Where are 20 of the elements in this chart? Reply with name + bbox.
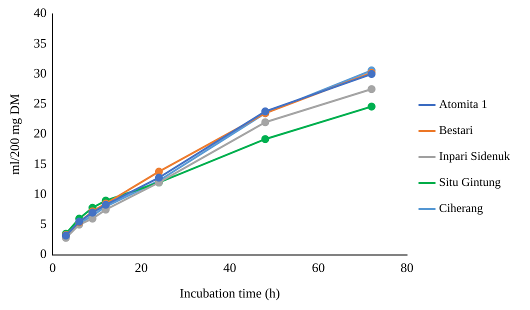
x-tick-label: 20: [134, 260, 148, 276]
y-tick-label: 30: [34, 65, 47, 80]
y-tick-label: 40: [34, 5, 47, 20]
legend-label: Ciherang: [439, 201, 484, 216]
x-tick-label: 40: [223, 260, 236, 276]
legend-label: Atomita 1: [439, 97, 488, 112]
y-tick-label: 5: [40, 216, 47, 232]
x-tick-label: 80: [400, 260, 414, 276]
y-tick-label: 15: [34, 156, 47, 171]
y-tick-label: 0: [40, 246, 47, 262]
y-tick-label: 25: [34, 96, 47, 111]
x-tick-label: 60: [312, 260, 325, 276]
legend-label: Bestari: [439, 123, 474, 138]
y-axis-title: ml/200 mg DM: [7, 93, 22, 175]
legend-label: Inpari Sidenuk: [439, 149, 510, 164]
x-axis-title: Incubation time (h): [180, 286, 280, 301]
y-tick-label: 35: [34, 35, 47, 50]
y-tick-label: 20: [34, 126, 47, 141]
y-tick-label: 10: [34, 186, 47, 201]
legend-label: Situ Gintung: [439, 175, 501, 190]
